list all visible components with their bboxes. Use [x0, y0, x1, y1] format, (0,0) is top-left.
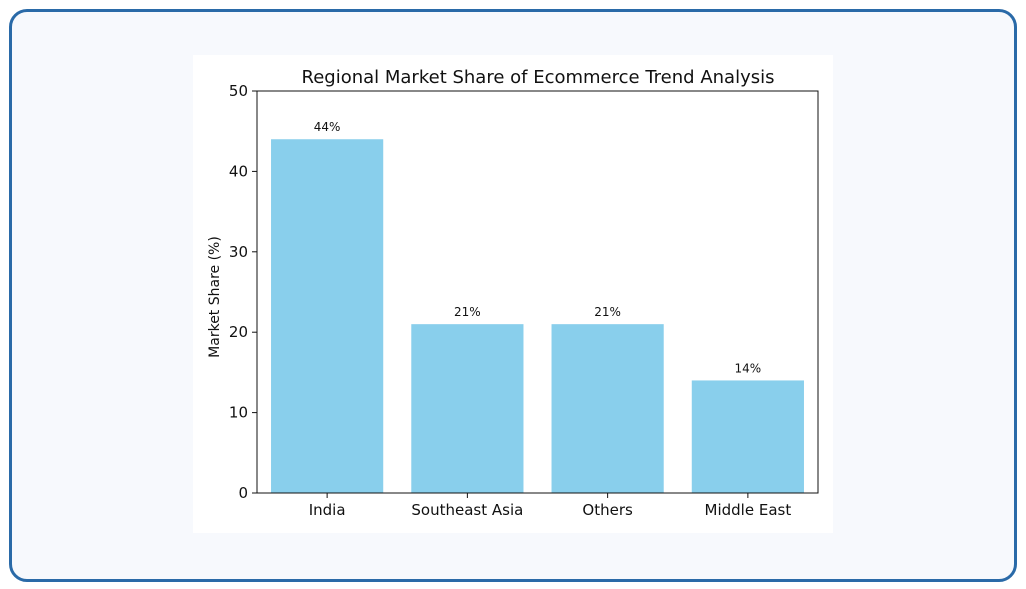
plot-area: 44% India 21% Southeast Asia 21% Others 14% Mid…: [229, 82, 819, 519]
bar-value-label-3: 14%: [735, 361, 762, 375]
bar-value-label-2: 21%: [594, 305, 621, 319]
bar-value-label-0: 44%: [314, 120, 341, 134]
bar-value-label-1: 21%: [454, 305, 481, 319]
y-tick-label-3: 30: [229, 243, 248, 261]
chart-title: Regional Market Share of Ecommerce Trend…: [302, 67, 775, 88]
bar-2: [551, 324, 664, 493]
y-axis-title: Market Share (%): [207, 236, 223, 358]
x-tick-label-3: Middle East: [705, 501, 792, 519]
bar-0: [271, 139, 384, 493]
x-tick-label-1: Southeast Asia: [411, 501, 523, 519]
y-tick-label-5: 50: [229, 82, 248, 100]
y-tick-label-0: 0: [238, 484, 248, 502]
bar-3: [691, 380, 804, 493]
y-tick-label-4: 40: [229, 162, 248, 180]
plot-border: [256, 90, 819, 494]
x-tick-label-0: India: [309, 501, 346, 519]
y-tick-label-1: 10: [229, 404, 248, 422]
y-tick-label-2: 20: [229, 323, 248, 341]
bar-chart: Regional Market Share of Ecommerce Trend…: [207, 67, 819, 519]
bar-1: [411, 324, 524, 493]
x-tick-label-2: Others: [582, 501, 633, 519]
chart-card: Regional Market Share of Ecommerce Trend…: [193, 55, 833, 533]
